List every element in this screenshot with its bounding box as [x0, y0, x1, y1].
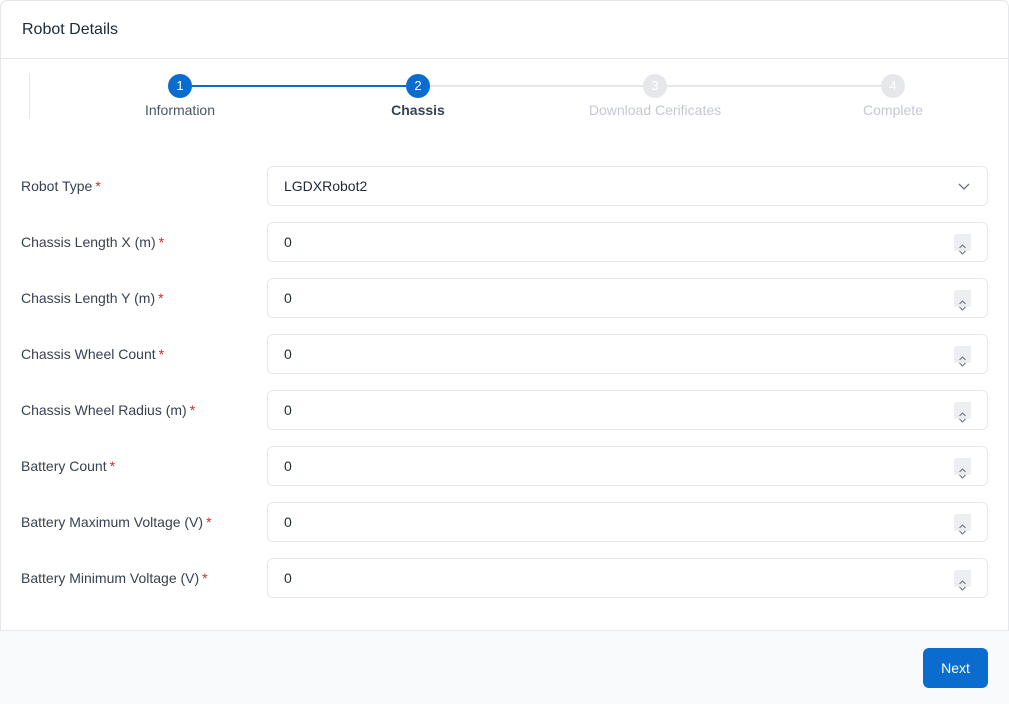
stepper-spinner-icon[interactable] — [954, 402, 971, 423]
form-row: Chassis Length Y (m) * 0 — [0, 278, 1009, 318]
step-label: Complete — [863, 102, 923, 118]
field-label: Battery Minimum Voltage (V) * — [21, 570, 208, 586]
step-1: 1 Information — [80, 74, 280, 118]
required-marker: * — [95, 178, 101, 194]
chevron-down-icon — [958, 183, 970, 190]
stepper-spinner-icon[interactable] — [954, 570, 971, 591]
step-label: Information — [144, 102, 216, 118]
required-marker: * — [202, 570, 208, 586]
required-marker: * — [158, 346, 165, 362]
form-row: Chassis Wheel Count * 0 — [0, 334, 1009, 374]
step-connector — [192, 85, 406, 87]
step-label: Download Cerificates — [588, 102, 722, 118]
required-marker: * — [206, 514, 212, 530]
number-input[interactable]: 0 — [267, 446, 988, 486]
required-marker: * — [158, 290, 164, 306]
card-header: Robot Details — [1, 1, 1008, 59]
form-row: Battery Count * 0 — [0, 446, 1009, 486]
field-label: Chassis Length X (m) * — [21, 234, 165, 250]
stepper-spinner-icon[interactable] — [954, 346, 971, 367]
form-row: Battery Maximum Voltage (V) * 0 — [0, 502, 1009, 542]
number-input[interactable]: 0 — [267, 222, 988, 262]
field-label: Battery Maximum Voltage (V) * — [21, 514, 212, 530]
step-number: 1 — [168, 74, 192, 98]
field-label: Chassis Wheel Radius (m) * — [21, 402, 196, 418]
stepper-spinner-icon[interactable] — [954, 290, 971, 311]
form-row: Battery Minimum Voltage (V) * 0 — [0, 558, 1009, 598]
stepper-spinner-icon[interactable] — [954, 458, 971, 479]
field-label: Chassis Length Y (m) * — [21, 290, 164, 306]
field-label: Robot Type * — [21, 178, 101, 194]
page-title: Robot Details — [22, 20, 119, 38]
robot-type-select[interactable]: LGDXRobot2 — [267, 166, 988, 206]
stepper-spinner-icon[interactable] — [954, 234, 971, 255]
step-label: Chassis — [391, 102, 445, 118]
form-row: Chassis Length X (m) * 0 — [0, 222, 1009, 262]
number-input[interactable]: 0 — [267, 502, 988, 542]
card-footer — [0, 630, 1009, 704]
number-input[interactable]: 0 — [267, 390, 988, 430]
number-input[interactable]: 0 — [267, 334, 988, 374]
step-2: 2 Chassis — [318, 74, 518, 118]
next-button[interactable]: Next — [923, 648, 988, 688]
number-input[interactable]: 0 — [267, 278, 988, 318]
form-row: Robot Type * LGDXRobot2 — [0, 166, 1009, 206]
field-label: Battery Count * — [21, 458, 116, 474]
required-marker: * — [109, 458, 116, 474]
step-number: 4 — [881, 74, 905, 98]
divider — [29, 73, 30, 119]
stepper-spinner-icon[interactable] — [954, 514, 971, 535]
field-label: Chassis Wheel Count * — [21, 346, 165, 362]
number-input[interactable]: 0 — [267, 558, 988, 598]
required-marker: * — [189, 402, 196, 418]
step-3: 3 Download Cerificates — [555, 74, 755, 118]
step-number: 3 — [643, 74, 667, 98]
required-marker: * — [158, 234, 165, 250]
step-number: 2 — [406, 74, 430, 98]
form-row: Chassis Wheel Radius (m) * 0 — [0, 390, 1009, 430]
step-4: 4 Complete — [793, 74, 993, 118]
